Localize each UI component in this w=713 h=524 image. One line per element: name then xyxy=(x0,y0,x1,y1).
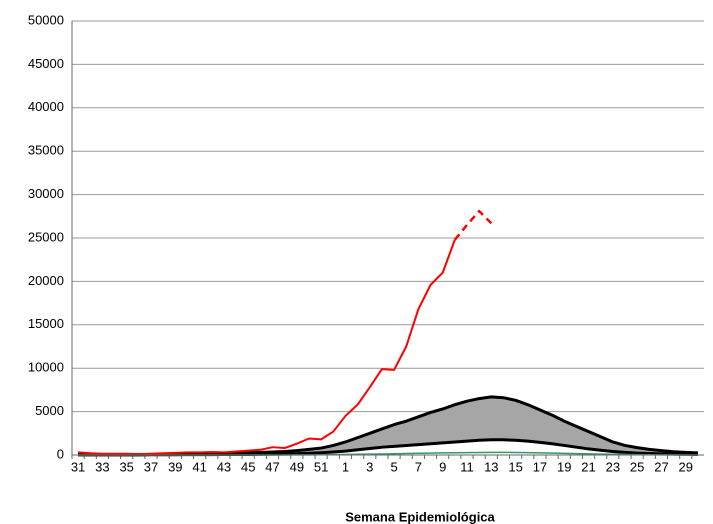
x-tick-label: 13 xyxy=(484,459,498,474)
y-tick-label: 25000 xyxy=(28,229,64,244)
x-tick-label: 25 xyxy=(630,459,644,474)
x-tick-label: 9 xyxy=(439,459,446,474)
x-tick-label: 51 xyxy=(314,459,328,474)
x-tick-label: 43 xyxy=(217,459,231,474)
series-line xyxy=(78,239,456,456)
y-tick-label: 5000 xyxy=(35,403,64,418)
series-line xyxy=(453,209,493,241)
x-tick-label: 5 xyxy=(390,459,397,474)
x-tick-label: 49 xyxy=(290,459,304,474)
x-tick-label: 3 xyxy=(366,459,373,474)
x-tick-label: 27 xyxy=(654,459,668,474)
x-tick-label: 11 xyxy=(460,459,474,474)
x-tick-label: 7 xyxy=(415,459,422,474)
y-tick-label: 10000 xyxy=(28,360,64,375)
x-tick-label: 19 xyxy=(557,459,571,474)
x-tick-label: 31 xyxy=(71,459,85,474)
x-tick-label: 41 xyxy=(192,459,206,474)
x-tick-label: 37 xyxy=(144,459,158,474)
y-tick-label: 50000 xyxy=(28,12,64,27)
x-tick-label: 21 xyxy=(581,459,595,474)
x-tick-label: 15 xyxy=(508,459,522,474)
y-tick-label: 0 xyxy=(57,446,64,461)
y-tick-label: 20000 xyxy=(28,273,64,288)
x-tick-label: 17 xyxy=(533,459,547,474)
y-tick-label: 35000 xyxy=(28,143,64,158)
y-tick-label: 45000 xyxy=(28,56,64,71)
x-tick-label: 47 xyxy=(265,459,279,474)
x-tick-label: 1 xyxy=(342,459,349,474)
x-tick-label: 23 xyxy=(606,459,620,474)
x-tick-label: 39 xyxy=(168,459,182,474)
x-tick-label: 45 xyxy=(241,459,255,474)
y-tick-label: 40000 xyxy=(28,99,64,114)
x-tick-label: 35 xyxy=(119,459,133,474)
y-tick-label: 15000 xyxy=(28,316,64,331)
x-axis-title: Semana Epidemiológica xyxy=(345,509,495,524)
y-tick-label: 30000 xyxy=(28,186,64,201)
x-tick-label: 29 xyxy=(679,459,693,474)
x-tick-label: 33 xyxy=(95,459,109,474)
